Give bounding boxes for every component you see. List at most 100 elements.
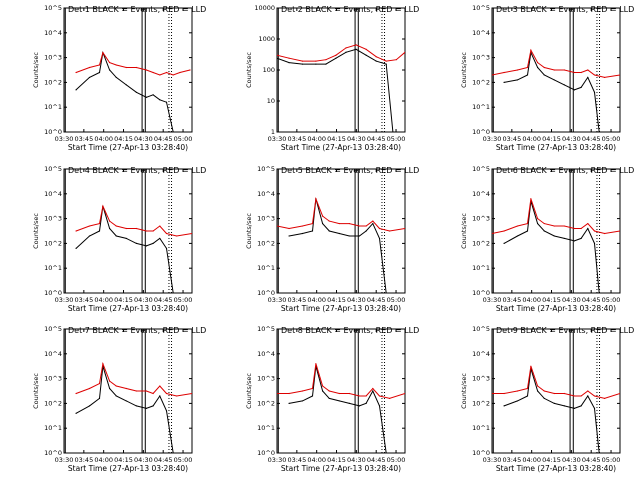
x-tick-label: 04:15	[327, 135, 346, 143]
y-tick-label: 10^0	[44, 289, 62, 297]
events-series-line	[503, 201, 600, 293]
x-tick-label: 03:30	[483, 296, 502, 304]
plot-frame	[276, 168, 406, 294]
events-series-line	[289, 366, 387, 453]
lld-point	[593, 395, 596, 397]
lld-point	[348, 392, 350, 395]
y-axis-label: Counts/sec	[460, 373, 468, 409]
x-axis-label: Start Time (27-Apr-13 03:28:40)	[68, 304, 188, 313]
events-point	[301, 232, 304, 235]
panel-det-5: Det 5 BLACK = Events, RED = LLD 03:30 03:4…	[245, 165, 419, 313]
lld-point	[152, 71, 154, 74]
events-point	[115, 395, 117, 397]
plot-frame	[63, 328, 193, 454]
lld-point	[325, 59, 327, 61]
events-point	[172, 292, 174, 293]
y-tick-label: 10^2	[44, 78, 62, 86]
lld-point	[135, 390, 137, 392]
events-point	[378, 405, 381, 407]
lld-point	[378, 395, 381, 397]
events-point	[98, 397, 101, 400]
events-point	[365, 230, 367, 232]
events-point	[145, 407, 148, 409]
lld-point	[102, 52, 104, 54]
events-point	[335, 57, 337, 59]
lld-point	[159, 225, 161, 227]
x-tick-label: 03:45	[287, 456, 306, 464]
lld-point	[372, 220, 374, 222]
panel-title: Det 7 BLACK = Events, RED = LLD	[68, 326, 206, 335]
lld-point	[288, 57, 290, 59]
lld-point	[530, 365, 532, 367]
events-point	[358, 405, 361, 407]
events-point	[288, 402, 290, 404]
events-point	[573, 407, 576, 409]
events-point	[553, 79, 555, 81]
lld-point	[587, 390, 589, 392]
events-point	[598, 292, 600, 293]
x-tick-label: 04:45	[582, 456, 601, 464]
lld-point	[385, 60, 387, 62]
lld-series-line	[492, 366, 620, 399]
events-point	[563, 84, 565, 86]
events-point	[108, 227, 111, 230]
lld-point	[288, 392, 290, 395]
lld-point	[301, 225, 304, 227]
events-point	[563, 405, 565, 407]
events-point	[328, 397, 330, 400]
y-tick-label: 10^0	[472, 128, 490, 136]
lld-point	[175, 395, 178, 397]
lld-series-line	[75, 361, 192, 397]
x-tick-label: 04:00	[307, 456, 326, 464]
y-axis-label: Counts/sec	[245, 213, 253, 249]
x-tick-label: 04:15	[114, 296, 133, 304]
events-point	[587, 395, 589, 397]
y-tick-label: 10^1	[44, 103, 62, 111]
events-point	[598, 452, 600, 453]
lld-point	[619, 74, 620, 76]
events-point	[159, 99, 161, 101]
lld-point	[348, 222, 350, 225]
y-tick-label: 10^5	[44, 325, 62, 333]
events-point	[321, 390, 324, 392]
events-point	[152, 405, 154, 407]
events-point	[553, 235, 555, 237]
lld-point	[580, 227, 582, 230]
x-tick-label: 04:45	[582, 296, 601, 304]
events-point	[365, 402, 367, 404]
events-point	[372, 222, 374, 225]
lld-point	[75, 230, 77, 232]
y-tick-label: 10^1	[257, 264, 275, 272]
x-tick-label: 04:15	[114, 135, 133, 143]
x-axis-label: Start Time (27-Apr-13 03:28:40)	[68, 464, 188, 473]
lld-point	[152, 392, 154, 395]
lld-point	[102, 205, 104, 207]
events-point	[516, 235, 519, 237]
y-tick-label: 10^5	[44, 4, 62, 12]
events-point	[125, 84, 127, 86]
panel-title: Det 3 BLACK = Events, RED = LLD	[496, 5, 634, 14]
events-point	[311, 230, 314, 232]
events-point	[503, 81, 505, 83]
lld-point	[301, 390, 304, 392]
lld-point	[503, 392, 505, 395]
x-tick-label: 04:45	[367, 296, 386, 304]
y-tick-label: 10^1	[472, 103, 490, 111]
lld-point	[365, 225, 367, 227]
events-point	[152, 94, 154, 96]
x-tick-label: 05:00	[602, 456, 621, 464]
lld-point	[536, 61, 539, 64]
panel-title: Det 8 BLACK = Events, RED = LLD	[281, 326, 419, 335]
events-point	[288, 235, 290, 237]
y-tick-label: 10^0	[472, 289, 490, 297]
y-tick-label: 10^2	[44, 399, 62, 407]
x-tick-label: 04:15	[327, 296, 346, 304]
events-point	[325, 63, 327, 65]
events-point	[358, 235, 361, 237]
panel-det-4: Det 4 BLACK = Events, RED = LLD 03:30 03:4…	[32, 165, 206, 313]
lld-point	[526, 222, 529, 225]
lld-point	[365, 48, 367, 50]
x-tick-label: 04:30	[562, 456, 581, 464]
panel-det-9: Det 9 BLACK = Events, RED = LLD 03:30 03:4…	[460, 325, 634, 473]
